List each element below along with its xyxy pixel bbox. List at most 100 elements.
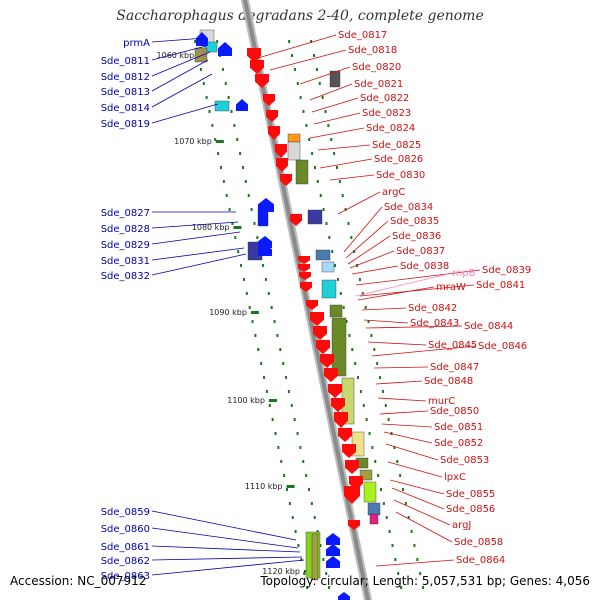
tick-dot <box>283 474 286 477</box>
tick-dot <box>263 376 266 379</box>
gene-label-sde_0831: Sde_0831 <box>101 256 150 267</box>
reverse-gene-arrow <box>300 282 312 292</box>
tick-dot <box>219 166 222 169</box>
tick-dot <box>379 488 382 491</box>
gene-label-argj: argJ <box>452 520 471 531</box>
tick-dot <box>276 334 279 337</box>
tick-dot <box>324 110 327 113</box>
tick-dot <box>274 432 277 435</box>
tick-dot <box>265 390 268 393</box>
forward-gene-arrow <box>326 544 340 556</box>
tick-dot <box>251 320 254 323</box>
tick-dot <box>302 460 305 463</box>
reverse-gene-arrow <box>299 272 311 280</box>
leader-line <box>385 443 439 461</box>
tick-dot <box>294 530 297 533</box>
leader-line <box>393 499 451 526</box>
tick-dot <box>199 68 202 71</box>
reverse-gene-arrow <box>338 428 352 442</box>
forward-gene-arrow <box>258 244 272 256</box>
tick-dot <box>313 54 316 57</box>
tick-dot <box>374 460 377 463</box>
tick-dot <box>316 530 319 533</box>
reverse-gene-arrow <box>342 444 356 458</box>
tick-dot <box>341 194 344 197</box>
leader-line <box>257 34 337 59</box>
gene-label-argc: argC <box>382 187 405 198</box>
tick-dot <box>296 432 299 435</box>
tick-dot <box>280 460 283 463</box>
tick-dot <box>288 502 291 505</box>
leader-line <box>329 174 375 181</box>
tick-dot <box>359 390 362 393</box>
gene-label-sde_0837: Sde_0837 <box>396 246 445 257</box>
tick-dot <box>287 390 290 393</box>
tick-dot <box>358 278 361 281</box>
gene-label-sde_0829: Sde_0829 <box>101 240 150 251</box>
tick-dot <box>279 348 282 351</box>
gene-label-sde_0826: Sde_0826 <box>374 154 423 165</box>
tick-dot <box>325 222 328 225</box>
forward-gene-arrow <box>258 198 274 212</box>
forward-gene-arrow <box>338 592 350 600</box>
gene-label-sde_0818: Sde_0818 <box>348 45 397 56</box>
feature-block <box>369 513 379 525</box>
tick-dot <box>335 166 338 169</box>
gene-label-sde_0852: Sde_0852 <box>434 438 483 449</box>
tick-dot <box>271 418 274 421</box>
tick-dot <box>404 502 407 505</box>
leader-line <box>151 45 207 61</box>
gene-label-sde_0848: Sde_0848 <box>424 376 473 387</box>
tick-dot <box>208 110 211 113</box>
tick-dots <box>194 40 425 589</box>
tick-dot <box>413 544 416 547</box>
leader-line <box>151 103 219 124</box>
tick-dot <box>307 488 310 491</box>
tick-dot <box>260 362 263 365</box>
tick-dot <box>300 558 303 561</box>
tick-dot <box>318 82 321 85</box>
reverse-gene-arrow <box>290 214 302 226</box>
reverse-gene-arrow <box>313 326 327 340</box>
feature-block <box>315 249 331 261</box>
gene-label-sde_0858: Sde_0858 <box>454 537 503 548</box>
gene-label-mraw: mraW <box>436 282 466 293</box>
tick-dot <box>381 390 384 393</box>
forward-gene-arrow <box>236 99 248 111</box>
leader-line <box>395 511 453 543</box>
leader-line <box>383 431 433 444</box>
tick-dot <box>325 572 328 575</box>
leader-line <box>151 37 206 43</box>
reverse-gene-arrow <box>268 126 280 140</box>
tick-dot <box>262 264 265 267</box>
tick-dot <box>224 82 227 85</box>
scale-tick <box>286 485 295 488</box>
tick-dot <box>282 362 285 365</box>
tick-dot <box>285 488 288 491</box>
tick-dot <box>267 292 270 295</box>
tick-dot <box>338 180 341 183</box>
scale-label: 1100 kbp <box>227 396 265 405</box>
tick-dot <box>308 138 311 141</box>
tick-dot <box>353 250 356 253</box>
tick-dot <box>268 404 271 407</box>
feature-block <box>287 141 301 161</box>
reverse-gene-arrow <box>298 256 310 264</box>
leader-line <box>151 73 213 108</box>
tick-dot <box>227 96 230 99</box>
leader-line <box>151 59 209 92</box>
tick-dot <box>239 152 242 155</box>
tick-dot <box>194 40 197 43</box>
accession-text: Accession: NC_007912 <box>10 574 147 588</box>
gene-label-sde_0819: Sde_0819 <box>101 119 150 130</box>
gene-label-sde_0823: Sde_0823 <box>362 108 411 119</box>
gene-label-sde_0862: Sde_0862 <box>101 556 150 567</box>
gene-label-sde_0827: Sde_0827 <box>101 208 150 219</box>
gene-label-sde_0859: Sde_0859 <box>101 507 150 518</box>
tick-dot <box>400 586 403 589</box>
leader-line <box>311 97 359 113</box>
leader-line <box>363 319 409 324</box>
tick-dot <box>233 124 236 127</box>
gene-label-sde_0835: Sde_0835 <box>390 216 439 227</box>
